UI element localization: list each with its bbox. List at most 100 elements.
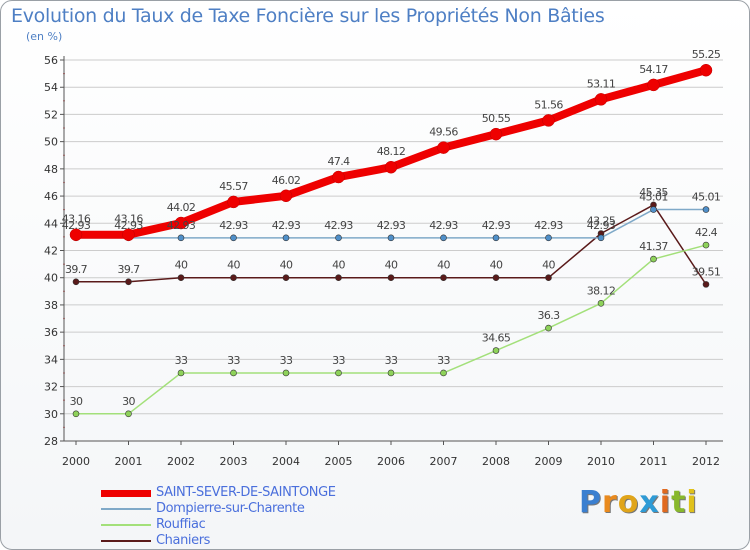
data-point: [647, 78, 660, 92]
data-label: 39.7: [117, 263, 140, 276]
data-label: 45.01: [692, 191, 721, 204]
data-label: 40: [227, 259, 240, 272]
data-point: [387, 274, 395, 282]
data-point: [702, 206, 710, 213]
data-label: 43.16: [62, 213, 91, 226]
legend-label-saint-sever: SAINT-SEVER-DE-SAINTONGE: [156, 485, 336, 500]
data-point: [492, 234, 500, 242]
x-tick-label: 2009: [535, 455, 563, 468]
data-point: [387, 369, 395, 377]
data-label: 43.25: [587, 214, 616, 227]
data-label: 49.56: [429, 126, 458, 139]
data-point: [650, 255, 657, 263]
data-point: [177, 274, 185, 282]
logo-letter: P: [579, 485, 602, 520]
proxiti-logo: Proxiti: [579, 485, 698, 520]
data-point: [230, 369, 237, 377]
logo-letter: o: [617, 485, 640, 520]
legend-swatch-saint-sever: [101, 490, 151, 497]
data-point: [335, 369, 342, 377]
data-point: [282, 274, 290, 282]
data-point: [282, 234, 290, 242]
data-label: 42.93: [587, 219, 616, 232]
data-label: 42.93: [377, 219, 406, 232]
data-label: 40: [385, 259, 398, 272]
data-label: 42.93: [62, 219, 91, 232]
data-point: [72, 410, 80, 418]
data-label: 33: [227, 354, 240, 367]
data-point: [489, 127, 503, 141]
data-label: 40: [437, 259, 450, 272]
data-label: 55.25: [692, 48, 721, 61]
data-label: 34.65: [482, 332, 511, 345]
data-label: 33: [332, 354, 345, 367]
logo-letter: x: [639, 485, 660, 520]
data-label: 33: [280, 354, 293, 367]
logo-letter: r: [602, 485, 618, 520]
y-tick-label: 54: [44, 81, 58, 94]
data-point: [702, 241, 710, 249]
x-tick-label: 2001: [115, 455, 143, 468]
x-tick-label: 2002: [167, 455, 195, 468]
data-point: [542, 114, 555, 127]
data-label: 40: [280, 259, 293, 272]
y-tick-label: 36: [44, 326, 58, 339]
data-label: 42.93: [482, 219, 511, 232]
data-label: 40: [332, 259, 345, 272]
data-label: 42.93: [272, 219, 301, 232]
y-tick-label: 56: [44, 54, 58, 67]
y-tick-label: 50: [44, 136, 58, 149]
data-point: [440, 274, 447, 282]
data-label: 41.37: [639, 240, 668, 253]
data-label: 43.16: [114, 213, 143, 226]
x-tick-label: 2005: [325, 455, 353, 468]
data-label: 40: [175, 259, 188, 272]
data-label: 33: [437, 354, 450, 367]
x-tick-label: 2011: [640, 455, 668, 468]
data-point: [597, 234, 605, 242]
logo-letter: i: [686, 485, 698, 520]
data-point: [335, 274, 342, 282]
logo-letter: t: [671, 485, 687, 520]
data-label: 45.35: [639, 186, 668, 199]
data-point: [69, 228, 83, 241]
data-label: 42.93: [219, 219, 248, 232]
data-point: [597, 299, 605, 307]
chart-title: Evolution du Taux de Taxe Foncière sur l…: [11, 5, 605, 27]
data-label: 54.17: [639, 63, 668, 76]
data-point: [335, 234, 342, 242]
data-point: [384, 160, 398, 174]
data-label: 42.4: [695, 226, 718, 239]
x-tick-label: 2008: [482, 455, 510, 468]
y-tick-label: 28: [44, 435, 58, 448]
x-tick-label: 2000: [62, 455, 90, 468]
data-point: [440, 234, 447, 242]
data-point: [492, 347, 500, 354]
data-point: [125, 278, 132, 286]
data-point: [174, 216, 188, 230]
data-point: [440, 369, 447, 377]
data-point: [492, 274, 500, 282]
legend-swatch-dompierre: [101, 508, 151, 510]
data-point: [177, 234, 185, 242]
y-tick-label: 46: [44, 190, 58, 203]
data-point: [545, 234, 552, 242]
data-point: [387, 234, 395, 242]
data-point: [279, 189, 293, 203]
legend-swatch-chaniers: [101, 540, 151, 542]
data-point: [122, 228, 135, 241]
x-tick-label: 2006: [377, 455, 405, 468]
y-tick-label: 32: [44, 381, 58, 394]
data-point: [72, 278, 80, 286]
y-unit-label: (en %): [26, 30, 63, 43]
x-tick-label: 2003: [220, 455, 248, 468]
data-label: 47.4: [327, 155, 350, 168]
data-point: [702, 281, 710, 288]
y-tick-label: 40: [44, 272, 58, 285]
data-label: 33: [175, 354, 188, 367]
data-point: [545, 274, 552, 282]
data-point: [699, 63, 713, 77]
data-label: 42.93: [534, 219, 563, 232]
data-label: 39.51: [692, 265, 721, 278]
data-point: [177, 369, 185, 377]
